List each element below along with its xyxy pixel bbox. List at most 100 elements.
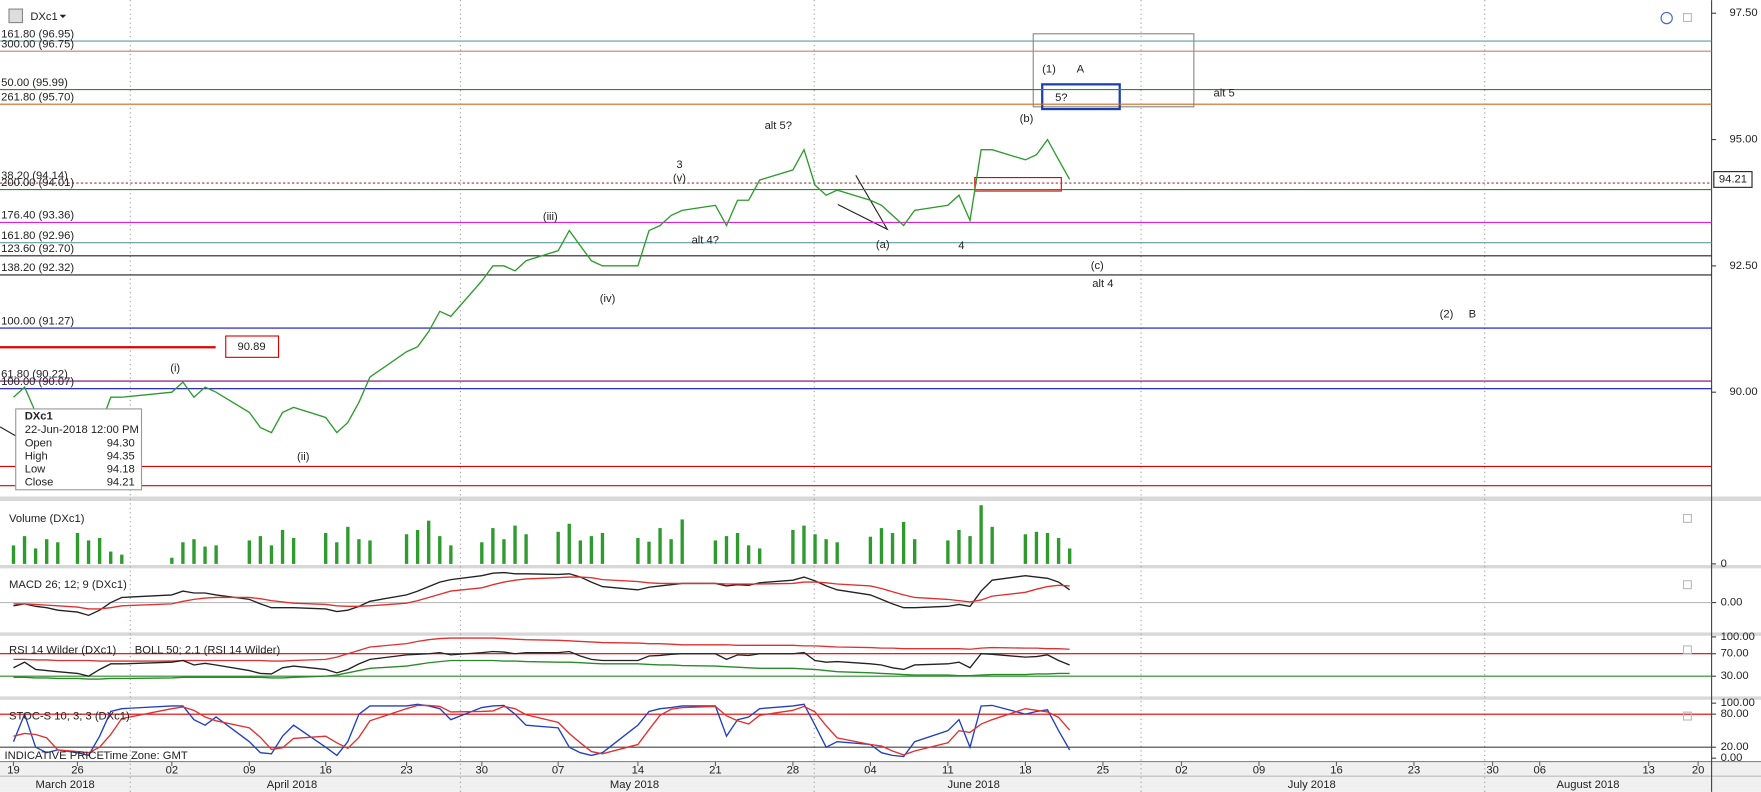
x-tick-label: 02 [1175,765,1187,777]
volume-bar [636,537,640,564]
pane-icon[interactable] [1682,513,1692,523]
indicator-line [13,659,1070,680]
tooltip-time: 22-Jun-2018 12:00 PM [25,424,139,436]
tooltip-title: DXc1 [25,411,53,423]
wave-label: alt 4 [1092,278,1113,290]
x-tick-label: 07 [552,765,564,777]
volume-bar [324,533,328,564]
wave-label: (a) [876,239,890,251]
wave-label: (iii) [543,211,558,223]
tooltip-value: 94.30 [107,438,135,450]
pane-icon[interactable] [1682,13,1692,23]
pane-icon[interactable] [1682,645,1692,655]
fib-level-label: 161.80 (92.96) [1,230,74,242]
tooltip-label: High [25,451,48,463]
pane-icon[interactable] [1682,711,1692,721]
x-tick-label: 09 [1253,765,1265,777]
volume-bar [901,521,906,564]
x-tick-label: 06 [1534,765,1546,777]
volume-bar [97,537,102,564]
volume-bar [11,545,16,564]
x-tick-label: 25 [1097,765,1109,777]
symbol-icon[interactable] [8,8,24,24]
volume-bar [813,534,817,564]
volume-bar [427,520,431,564]
x-tick-label: 16 [319,765,331,777]
pane-separator [0,496,1761,502]
wave-label: (b) [1020,113,1034,125]
wave-label: (v) [673,173,686,185]
y-tick-label: 0 [1721,558,1727,570]
fib-level-label: 61.80 (90.22) [1,368,68,380]
tooltip-value: 94.35 [107,451,135,463]
y-tick-label: 92.50 [1730,260,1758,272]
volume-bar [1034,531,1039,564]
indicator-line [13,704,1071,756]
indicator-line [12,703,1071,758]
wave-label: alt 5? [765,120,792,132]
pane-icon[interactable] [1682,580,1692,590]
volume-bar [824,539,828,564]
y-tick-label: 20.00 [1721,741,1749,753]
volume-bar [258,536,263,564]
fib-level-label: 300.00 (96.75) [1,38,74,50]
price-marker-box [225,335,280,358]
volume-bar [1023,534,1028,564]
volume-bar [1056,537,1061,564]
wave-label: alt 5 [1214,87,1235,99]
wave-label: (1) [1042,64,1056,76]
volume-bar [45,539,49,564]
y-tick-label: 80.00 [1721,708,1749,720]
month-label: August 2018 [1557,779,1620,791]
x-tick-label: 30 [1486,765,1498,777]
wave-label: (ii) [297,451,310,463]
y-tick-label: 70.00 [1721,648,1749,660]
symbol-title[interactable]: DXc1 [30,11,57,23]
x-tick-label: 30 [476,765,488,777]
x-tick-label: 02 [166,765,178,777]
volume-bar [181,542,185,564]
y-tick-label: 0.00 [1721,597,1743,609]
month-label: March 2018 [36,779,95,791]
volume-bar [724,536,729,564]
y-tick-label: 100.00 [1721,697,1755,709]
volume-bar [957,529,961,564]
tooltip-label: Close [25,476,54,488]
footer-text: Time Zone: GMT [103,750,188,762]
trend-line [837,175,889,231]
y-tick-label: 90.00 [1730,386,1758,398]
indicator-line [13,571,1071,617]
fib-level-label: 161.80 (96.95) [1,28,74,40]
volume-bar [56,542,60,564]
x-tick-label: 23 [400,765,412,777]
x-tick-label: 09 [243,765,255,777]
volume-bar [578,540,583,564]
settings-icon[interactable] [1660,11,1673,25]
pane-title: Volume (DXc1) [9,513,85,525]
dropdown-arrow[interactable] [59,14,67,19]
x-tick-label: 14 [632,765,644,777]
volume-bar [491,528,495,564]
volume-bar [913,539,917,564]
x-tick-label: 19 [7,765,19,777]
pane-title: STOC-S 10; 3; 3 (DXc1) [9,711,130,723]
indicator-line [13,576,1070,610]
tooltip-value: 94.18 [107,464,135,476]
volume-bar [713,540,718,564]
fib-level-label: 123.60 (92.70) [1,243,74,255]
x-tick-label: 28 [787,765,799,777]
pane-overlay-title: BOLL 50; 2.1 (RSI 14 Wilder) [135,644,281,656]
x-tick-label: 20 [1692,765,1704,777]
fib-level-label: 100.00 (91.27) [1,315,74,327]
wave-label: B [1469,309,1476,321]
volume-bar [890,533,895,564]
volume-bar [192,539,196,564]
indicator-line [13,637,1070,662]
wave-label: 5? [1055,92,1067,104]
y-tick-label: 30.00 [1721,670,1749,682]
pane-title: MACD 26; 12; 9 (DXc1) [9,579,127,591]
x-tick-label: 18 [1019,765,1031,777]
time-axis-bg [0,761,1761,792]
y-tick-label: 0.00 [1721,752,1743,764]
